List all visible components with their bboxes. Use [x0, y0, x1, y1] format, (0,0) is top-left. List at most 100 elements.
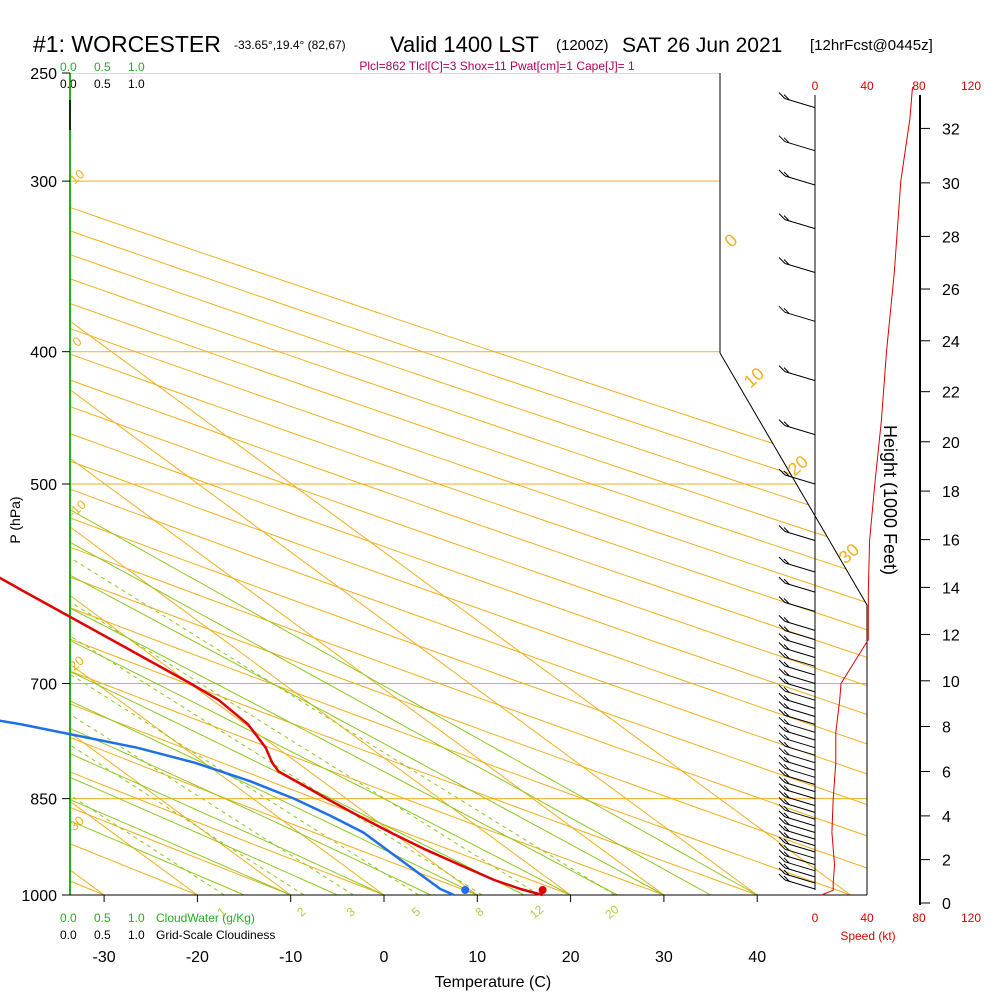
wind-barb	[778, 754, 816, 771]
temperature-axis: -30 -20 -10 0 10 20 30 40	[93, 895, 766, 966]
temperature-tick-label: 10	[468, 949, 486, 966]
mixing-ratio-line	[70, 351, 483, 895]
moist-adiabat-line	[70, 73, 291, 895]
height-tick-label: 6	[942, 765, 951, 782]
wind-barb	[778, 873, 816, 890]
moist-adiabat-line	[70, 73, 525, 895]
wind-barb	[778, 684, 816, 701]
temperature-axis-label: Temperature (C)	[435, 974, 551, 991]
wind-barb	[778, 365, 816, 382]
chart-title-date: SAT 26 Jun 2021	[622, 34, 782, 57]
top-cloudiness-tick: 0.5	[94, 77, 111, 91]
moist-adiabat-line	[70, 73, 338, 895]
wind-barb	[778, 659, 816, 676]
dry-adiabat-line	[70, 73, 867, 895]
wind-barb	[778, 624, 816, 641]
moist-adiabat-line	[70, 73, 431, 895]
top-cloudiness-tick: 0.0	[60, 77, 77, 91]
wind-barb	[778, 525, 816, 541]
isotherm-line	[70, 73, 758, 895]
height-tick-label: 8	[942, 719, 951, 736]
mixing-ratio-line	[70, 351, 305, 895]
bottom-cloudwater-tick: 0.5	[94, 911, 111, 925]
dry-adiabat-line	[70, 73, 867, 895]
speed-tick-label-bottom: 0	[812, 911, 819, 925]
height-axis-label: Height (1000 Feet)	[880, 425, 900, 575]
wind-barb	[778, 701, 816, 717]
bottom-cloudiness-tick: 1.0	[128, 928, 145, 942]
pressure-tick-label: 300	[30, 174, 57, 191]
moist-adiabat-line	[70, 73, 665, 895]
isotherm-line	[0, 73, 11, 895]
wind-barb	[778, 213, 816, 230]
bottom-cloudwater-tick: 0.0	[60, 911, 77, 925]
temperature-tick-label: -20	[186, 949, 209, 966]
wind-barb	[778, 855, 816, 872]
dry-adiabat-line	[70, 73, 867, 895]
wind-barb	[778, 769, 816, 785]
bottom-cloudiness-tick: 0.0	[60, 928, 77, 942]
chart-subtitle: Plcl=862 Tlcl[C]=3 Shox=11 Pwat[cm]=1 Ca…	[359, 59, 635, 73]
thermo-background-lines	[0, 73, 867, 895]
moist-adiabat-line	[70, 73, 478, 895]
dry-adiabat-label: -30	[63, 813, 87, 837]
wind-barb	[778, 830, 816, 847]
wind-barb	[778, 709, 816, 725]
wind-speed-profile	[821, 87, 913, 896]
mixing-ratio-label: 20	[602, 902, 621, 922]
wind-barb	[778, 803, 816, 820]
wind-barb	[778, 790, 816, 807]
dry-adiabat-label: 30	[835, 539, 863, 567]
wind-barb	[778, 761, 816, 778]
wind-speed-line	[821, 87, 913, 896]
dry-adiabat-line	[70, 73, 867, 895]
wind-barb	[778, 650, 816, 667]
dry-adiabat-line	[70, 73, 867, 895]
dry-adiabat-line	[70, 73, 478, 895]
dry-adiabat-line	[70, 73, 867, 895]
wind-barb	[778, 817, 816, 833]
dry-adiabat-line	[70, 73, 291, 895]
temperature-tick-label: -30	[93, 949, 116, 966]
pressure-tick-label: 500	[30, 477, 57, 494]
top-cloudwater-tick: 0.0	[60, 60, 77, 74]
height-tick-label: 10	[942, 674, 960, 691]
dry-adiabat-label: -10	[65, 497, 89, 521]
wind-barb	[778, 861, 816, 878]
wind-barb	[778, 842, 816, 859]
wind-barb	[778, 823, 816, 840]
speed-tick-label-top: 40	[860, 79, 874, 93]
isotherm-line	[70, 73, 665, 895]
cloudiness-legend-label: Grid-Scale Cloudiness	[156, 928, 275, 942]
height-tick-label: 20	[942, 435, 960, 452]
height-tick-label: 0	[942, 896, 951, 913]
dry-adiabat-line	[70, 73, 867, 895]
wind-barb	[778, 716, 816, 733]
wind-barb	[778, 776, 816, 793]
height-tick-label: 16	[942, 533, 960, 550]
dry-adiabat-line	[70, 73, 867, 895]
wind-barb	[778, 810, 816, 827]
speed-tick-label-bottom: 120	[961, 911, 981, 925]
height-tick-label: 24	[942, 334, 960, 351]
wind-barb	[778, 257, 816, 273]
height-tick-label: 22	[942, 385, 960, 402]
isotherm-line	[70, 73, 851, 895]
dry-adiabat-line	[70, 73, 867, 895]
speed-tick-label-bottom: 80	[912, 911, 926, 925]
pressure-axis: 250 300 400 500 700 850 1000	[21, 66, 70, 905]
wind-barb	[778, 836, 816, 853]
height-tick-label: 28	[942, 229, 960, 246]
dry-adiabat-line	[70, 73, 867, 895]
speed-tick-label-top: 120	[961, 79, 981, 93]
mixing-ratio-label: 3	[344, 904, 358, 919]
wind-barb	[778, 468, 816, 485]
dry-adiabat-label: 10	[740, 363, 768, 391]
surface-dewpoint-marker	[461, 886, 470, 894]
isotherm-line	[70, 73, 478, 895]
pressure-tick-label: 400	[30, 345, 57, 362]
mixing-ratio-line	[70, 351, 225, 895]
dry-adiabat-label: 0	[721, 230, 742, 252]
speed-axis-label: Speed (kt)	[840, 929, 895, 943]
